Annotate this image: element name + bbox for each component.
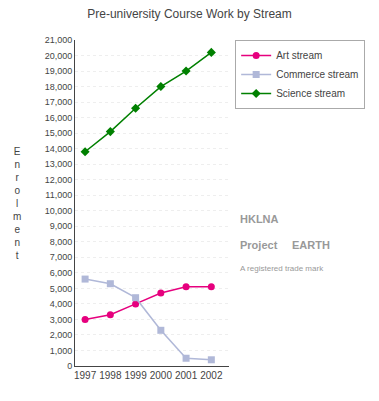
svg-text:14,000: 14,000 [45, 144, 73, 154]
svg-text:2001: 2001 [175, 370, 198, 381]
svg-text:HKLNA: HKLNA [240, 213, 279, 225]
svg-text:Commerce stream: Commerce stream [276, 69, 358, 80]
svg-text:2002: 2002 [200, 370, 223, 381]
svg-text:2,000: 2,000 [50, 330, 73, 340]
svg-text:1999: 1999 [124, 370, 147, 381]
svg-text:Project: Project [240, 239, 278, 251]
svg-text:20,000: 20,000 [45, 51, 73, 61]
svg-text:0: 0 [67, 361, 72, 371]
svg-text:1,000: 1,000 [50, 346, 73, 356]
svg-text:18,000: 18,000 [45, 82, 73, 92]
svg-text:2000: 2000 [150, 370, 173, 381]
svg-text:Science stream: Science stream [276, 88, 345, 99]
svg-text:3,000: 3,000 [50, 315, 73, 325]
svg-text:A registered trade mark: A registered trade mark [240, 264, 324, 273]
svg-text:Pre-university Course Work by: Pre-university Course Work by Stream [87, 7, 292, 21]
svg-text:15,000: 15,000 [45, 128, 73, 138]
svg-text:17,000: 17,000 [45, 97, 73, 107]
svg-text:12,000: 12,000 [45, 175, 73, 185]
svg-text:11,000: 11,000 [45, 190, 72, 200]
svg-text:7,000: 7,000 [50, 252, 73, 262]
svg-text:21,000: 21,000 [45, 35, 73, 45]
svg-text:16,000: 16,000 [45, 113, 73, 123]
svg-text:8,000: 8,000 [50, 237, 73, 247]
svg-text:4,000: 4,000 [50, 299, 73, 309]
svg-text:13,000: 13,000 [45, 159, 73, 169]
svg-text:10,000: 10,000 [45, 206, 73, 216]
svg-text:5,000: 5,000 [50, 284, 73, 294]
svg-text:9,000: 9,000 [50, 221, 73, 231]
svg-text:19,000: 19,000 [45, 66, 73, 76]
svg-text:Enrolment: Enrolment [13, 146, 21, 261]
svg-text:1997: 1997 [74, 370, 97, 381]
svg-text:EARTH: EARTH [292, 239, 330, 251]
svg-text:Art stream: Art stream [276, 50, 322, 61]
svg-text:1998: 1998 [99, 370, 122, 381]
svg-text:6,000: 6,000 [50, 268, 73, 278]
